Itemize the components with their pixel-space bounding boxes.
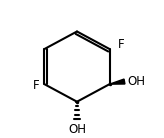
Text: F: F <box>33 79 39 92</box>
Text: F: F <box>118 38 125 51</box>
Polygon shape <box>110 79 125 84</box>
Text: OH: OH <box>127 75 145 88</box>
Text: OH: OH <box>68 123 86 136</box>
